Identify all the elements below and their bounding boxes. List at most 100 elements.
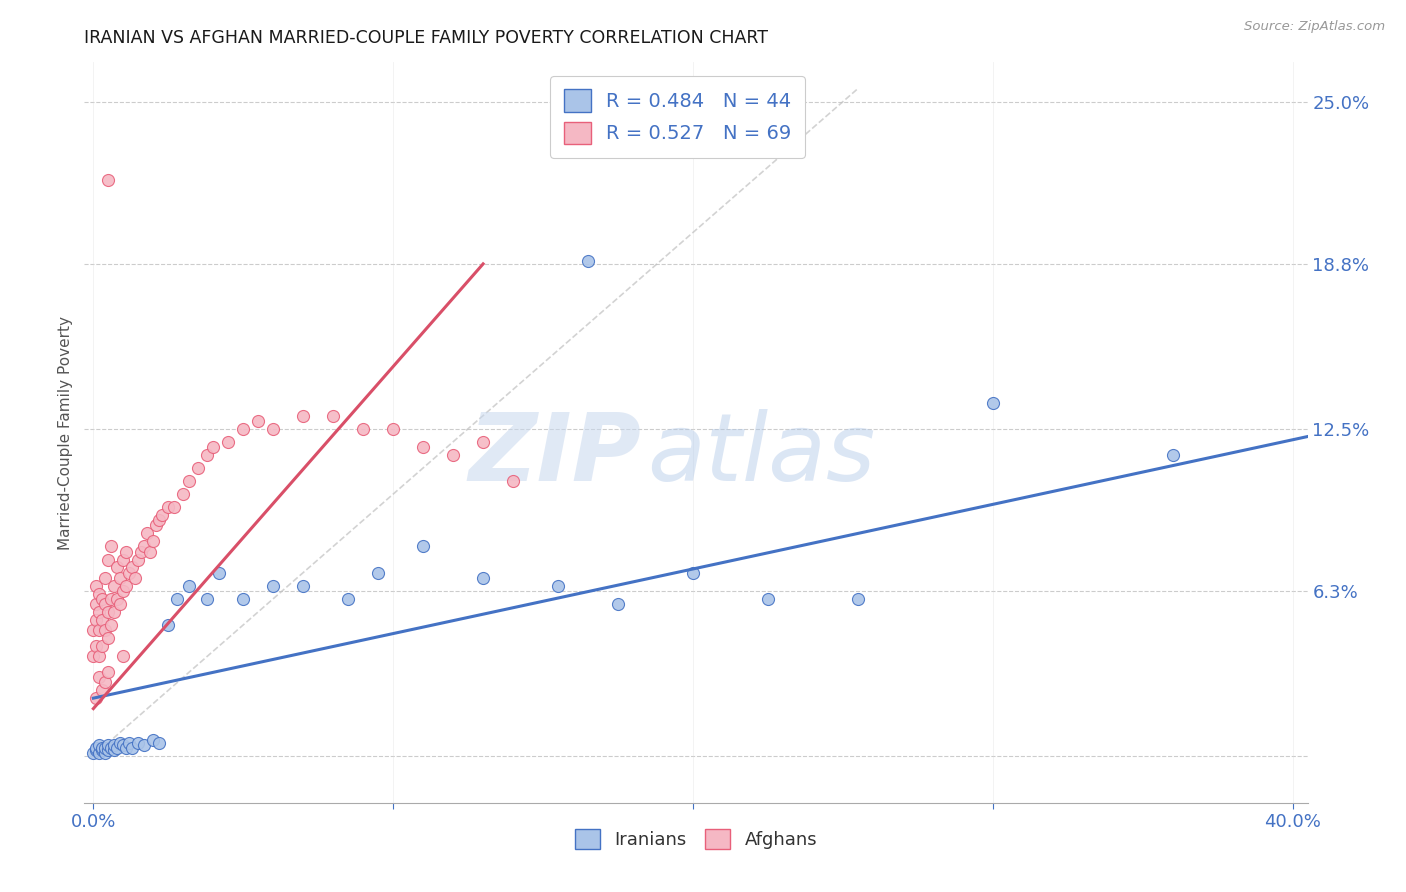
- Text: atlas: atlas: [647, 409, 876, 500]
- Point: [502, 474, 524, 488]
- Point: [134, 738, 156, 752]
- Point: [91, 683, 114, 698]
- Point: [82, 746, 104, 760]
- Point: [82, 649, 104, 664]
- Point: [163, 500, 186, 515]
- Point: [232, 422, 254, 436]
- Point: [91, 743, 114, 757]
- Point: [145, 518, 167, 533]
- Point: [91, 591, 114, 606]
- Point: [115, 579, 138, 593]
- Point: [846, 591, 869, 606]
- Point: [292, 409, 315, 423]
- Point: [86, 639, 108, 653]
- Y-axis label: Married-Couple Family Poverty: Married-Couple Family Poverty: [58, 316, 73, 549]
- Point: [337, 591, 360, 606]
- Point: [94, 597, 117, 611]
- Point: [86, 613, 108, 627]
- Point: [232, 591, 254, 606]
- Point: [179, 579, 201, 593]
- Point: [103, 743, 125, 757]
- Point: [97, 665, 120, 679]
- Point: [292, 579, 315, 593]
- Point: [157, 618, 180, 632]
- Point: [100, 591, 122, 606]
- Point: [148, 513, 170, 527]
- Point: [115, 740, 138, 755]
- Point: [86, 579, 108, 593]
- Point: [118, 566, 141, 580]
- Point: [94, 740, 117, 755]
- Point: [412, 440, 434, 454]
- Point: [179, 474, 201, 488]
- Point: [131, 544, 153, 558]
- Point: [150, 508, 173, 522]
- Point: [86, 597, 108, 611]
- Point: [124, 571, 146, 585]
- Point: [142, 733, 165, 747]
- Point: [97, 743, 120, 757]
- Point: [121, 560, 143, 574]
- Point: [97, 631, 120, 645]
- Point: [576, 254, 599, 268]
- Point: [139, 544, 162, 558]
- Point: [127, 736, 149, 750]
- Point: [157, 500, 180, 515]
- Point: [121, 740, 143, 755]
- Point: [118, 736, 141, 750]
- Point: [202, 440, 225, 454]
- Point: [682, 566, 704, 580]
- Point: [89, 670, 111, 684]
- Point: [82, 623, 104, 637]
- Point: [262, 579, 284, 593]
- Point: [86, 743, 108, 757]
- Point: [89, 605, 111, 619]
- Point: [136, 526, 159, 541]
- Point: [247, 414, 270, 428]
- Point: [217, 434, 239, 449]
- Point: [262, 422, 284, 436]
- Point: [195, 591, 218, 606]
- Point: [103, 605, 125, 619]
- Point: [97, 605, 120, 619]
- Point: [89, 586, 111, 600]
- Point: [172, 487, 194, 501]
- Point: [195, 448, 218, 462]
- Point: [472, 434, 495, 449]
- Point: [115, 544, 138, 558]
- Point: [547, 579, 569, 593]
- Point: [382, 422, 405, 436]
- Point: [97, 738, 120, 752]
- Point: [322, 409, 344, 423]
- Point: [412, 540, 434, 554]
- Point: [86, 740, 108, 755]
- Point: [134, 540, 156, 554]
- Point: [142, 534, 165, 549]
- Point: [100, 540, 122, 554]
- Point: [94, 675, 117, 690]
- Point: [94, 623, 117, 637]
- Point: [127, 552, 149, 566]
- Text: IRANIAN VS AFGHAN MARRIED-COUPLE FAMILY POVERTY CORRELATION CHART: IRANIAN VS AFGHAN MARRIED-COUPLE FAMILY …: [84, 29, 768, 47]
- Point: [103, 579, 125, 593]
- Legend: Iranians, Afghans: Iranians, Afghans: [568, 822, 824, 856]
- Point: [89, 738, 111, 752]
- Point: [103, 738, 125, 752]
- Point: [112, 583, 135, 598]
- Point: [112, 738, 135, 752]
- Point: [97, 173, 120, 187]
- Point: [607, 597, 630, 611]
- Point: [187, 461, 209, 475]
- Point: [91, 740, 114, 755]
- Point: [91, 613, 114, 627]
- Point: [472, 571, 495, 585]
- Point: [1161, 448, 1184, 462]
- Point: [89, 649, 111, 664]
- Point: [148, 736, 170, 750]
- Point: [756, 591, 779, 606]
- Point: [94, 571, 117, 585]
- Text: Source: ZipAtlas.com: Source: ZipAtlas.com: [1244, 20, 1385, 33]
- Point: [105, 560, 128, 574]
- Point: [112, 552, 135, 566]
- Point: [89, 623, 111, 637]
